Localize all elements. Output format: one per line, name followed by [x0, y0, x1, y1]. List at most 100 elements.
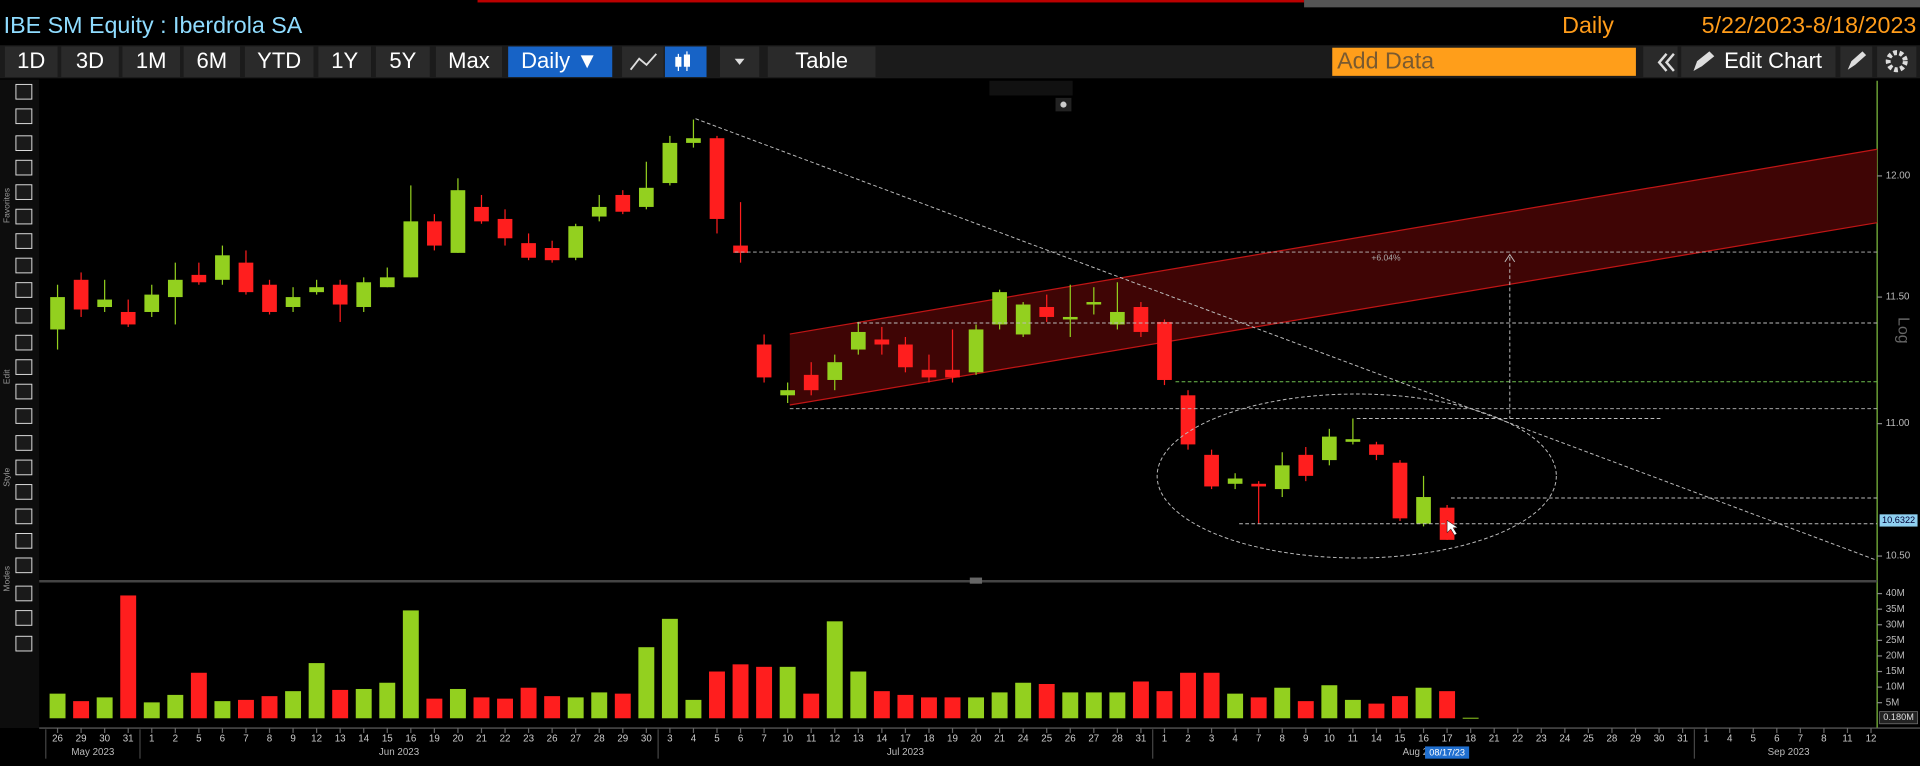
x-tick-label: 7 [243, 734, 248, 745]
tool-icon[interactable] [15, 557, 33, 574]
x-tick-label: 20 [971, 734, 982, 745]
range-button-label[interactable]: 6M [197, 48, 228, 73]
tool-icon[interactable] [15, 383, 33, 400]
x-tick-label: 2 [1185, 734, 1190, 745]
volume-tick-label: 30M [1886, 619, 1905, 630]
x-tick-label: 12 [1866, 734, 1877, 745]
volume-tick-label: 20M [1886, 651, 1905, 662]
toolbar-section-label: Edit [2, 369, 12, 384]
x-tick-label: 3 [1209, 734, 1215, 745]
table-label[interactable]: Table [795, 48, 848, 73]
x-tick-label: 9 [1303, 734, 1308, 745]
range-button-label[interactable]: 5Y [389, 48, 416, 73]
mini-toolbar[interactable] [989, 80, 1073, 96]
add-data-box[interactable] [1332, 47, 1636, 76]
tool-icon[interactable] [15, 159, 33, 176]
x-tick-label: 28 [1607, 734, 1618, 745]
frequency-label[interactable]: Daily ▼ [521, 48, 598, 73]
tool-icon[interactable] [15, 585, 33, 602]
x-tick-label: 20 [452, 734, 463, 745]
candle-body [191, 274, 207, 283]
tool-icon[interactable] [15, 508, 33, 525]
tool-icon[interactable] [15, 257, 33, 274]
candle-body [1345, 439, 1361, 442]
tool-icon[interactable] [15, 484, 33, 500]
candle-body [521, 243, 536, 258]
tool-icon[interactable] [15, 83, 33, 100]
volume-bar [1015, 682, 1032, 719]
volume-bar [49, 693, 66, 719]
candle-glyph [675, 51, 690, 71]
tool-icon[interactable] [15, 135, 33, 151]
range-button-label[interactable]: Max [448, 48, 490, 73]
candle-body [403, 221, 419, 278]
volume-bar [1321, 685, 1338, 719]
tool-icon[interactable] [15, 108, 33, 125]
volume-bar [779, 666, 796, 719]
range-button[interactable] [122, 46, 180, 78]
tool-icon[interactable] [15, 359, 33, 375]
candle-body [1227, 478, 1243, 484]
tool-icon[interactable] [15, 233, 33, 249]
month-label: May 2023 [71, 747, 115, 758]
range-button[interactable] [183, 46, 240, 78]
tool-icon[interactable] [15, 184, 33, 200]
measure-arrow [1504, 253, 1516, 263]
range-button-label[interactable]: 1M [136, 48, 167, 73]
date-range: 5/22/2023-8/18/2023 [1702, 12, 1917, 38]
edit-chart-label[interactable]: Edit Chart [1724, 48, 1822, 73]
volume-bar [732, 664, 749, 719]
volume-bar [803, 693, 820, 719]
title-frame [1304, 0, 1920, 8]
range-button[interactable] [435, 46, 503, 78]
table-button[interactable] [767, 46, 876, 78]
range-button[interactable] [375, 46, 430, 78]
range-button-label[interactable]: 1Y [331, 48, 358, 73]
x-tick-label: 29 [1630, 734, 1641, 745]
add-data-label[interactable]: Add Data [1337, 48, 1434, 74]
pane-handle[interactable] [969, 577, 983, 584]
range-button[interactable] [244, 46, 314, 78]
y-tick-label: 11.50 [1886, 292, 1910, 303]
y-tick-label: 12.00 [1886, 171, 1911, 182]
volume-bar [449, 688, 466, 719]
range-button-label[interactable]: 3D [76, 48, 104, 73]
tool-icon[interactable] [15, 635, 33, 652]
tool-icon[interactable] [15, 459, 33, 476]
volume-bar [1392, 696, 1408, 719]
tool-icon[interactable] [15, 334, 33, 351]
x-tick-label: 5 [714, 734, 720, 745]
x-tick-label: 11 [806, 734, 816, 745]
x-tick-label: 7 [761, 734, 766, 745]
frequency-button[interactable] [508, 46, 613, 78]
volume-bar [873, 691, 890, 719]
security-title: IBE SM Equity : Iberdrola SA [4, 12, 303, 38]
candle-body [591, 206, 607, 217]
volume-tick-label: 40M [1886, 588, 1905, 599]
volume-bar [402, 610, 419, 719]
tool-icon[interactable] [15, 408, 33, 424]
candle-body [238, 262, 254, 293]
x-tick-label: 10 [1324, 734, 1335, 745]
tool-icon[interactable] [15, 208, 33, 225]
candle-body [686, 138, 701, 143]
range-button[interactable] [318, 46, 372, 78]
range-button-label[interactable]: 1D [17, 48, 45, 73]
volume-bar [756, 666, 773, 719]
tool-icon[interactable] [15, 435, 33, 451]
range-button[interactable] [4, 46, 58, 78]
range-button-label[interactable]: YTD [257, 48, 301, 73]
candle-body [309, 287, 324, 293]
candle-body [968, 329, 984, 373]
range-button[interactable] [61, 46, 119, 78]
axes: 10.5011.0011.5012.005M10M15M20M25M30M35M… [45, 171, 1918, 759]
tool-icon[interactable] [15, 282, 33, 298]
tool-icon[interactable] [15, 610, 33, 626]
volume-bar [355, 688, 372, 719]
x-tick-label: 13 [853, 734, 864, 745]
x-tick-label: 6 [220, 734, 226, 745]
tool-icon[interactable] [15, 533, 33, 549]
x-tick-label: 24 [1559, 734, 1570, 745]
x-tick-label: 5 [1751, 734, 1757, 745]
tool-icon[interactable] [15, 307, 33, 324]
